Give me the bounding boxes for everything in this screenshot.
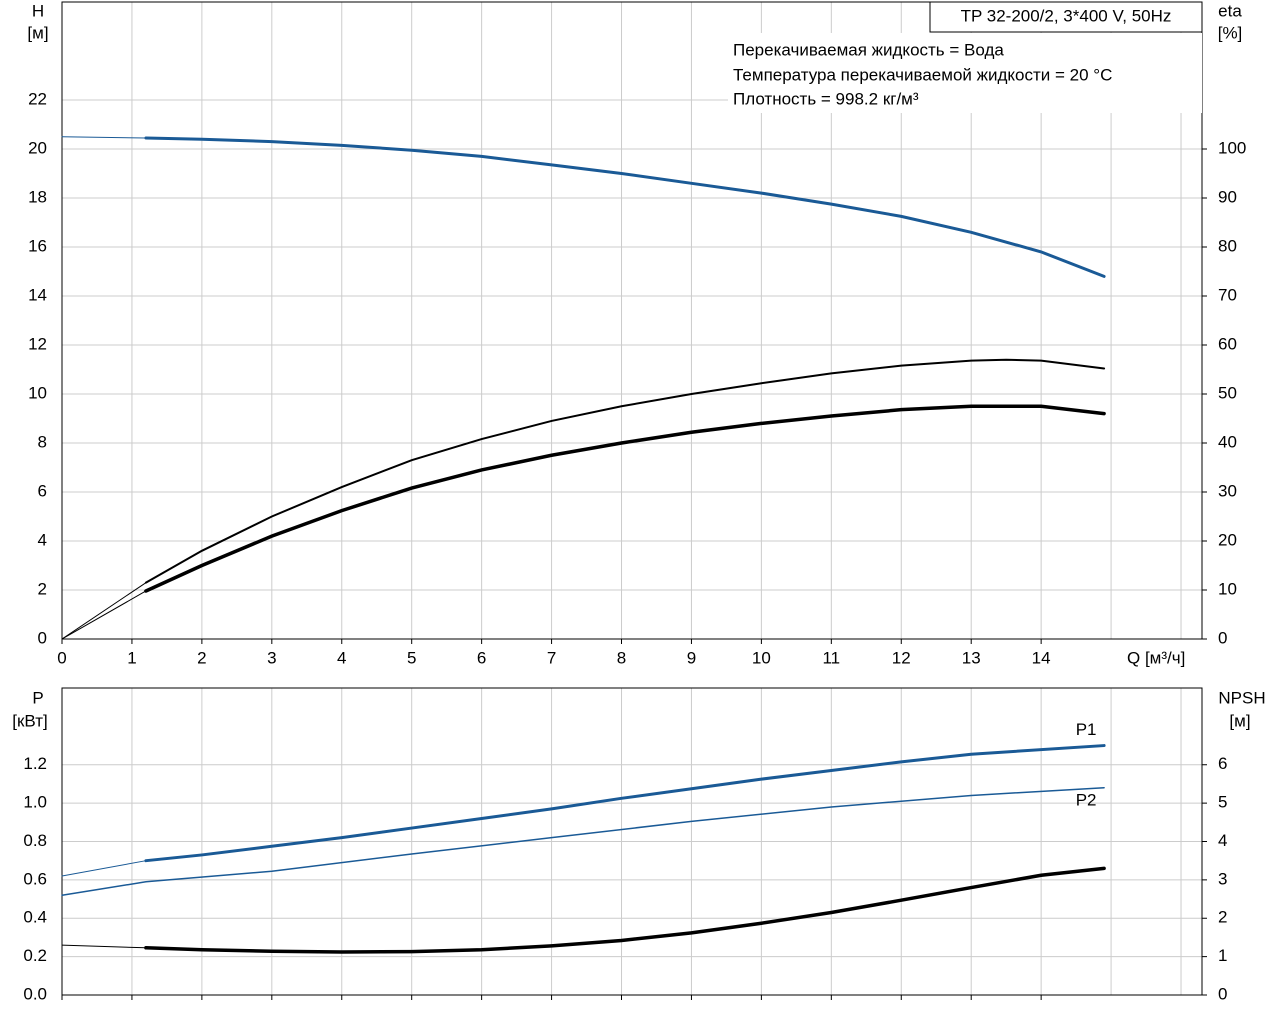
y-tick-label: 10 bbox=[28, 383, 47, 402]
y-tick-label: 6 bbox=[38, 481, 47, 500]
y-axis-label: H bbox=[32, 1, 44, 20]
x-tick-label: 13 bbox=[962, 648, 981, 667]
y2-tick-label: 100 bbox=[1218, 138, 1246, 157]
y2-tick-label: 5 bbox=[1218, 793, 1227, 812]
series-line bbox=[61, 136, 147, 139]
y-tick-label: 20 bbox=[28, 138, 47, 157]
y2-tick-label: 3 bbox=[1218, 869, 1227, 888]
y2-axis-label: eta bbox=[1218, 1, 1242, 20]
x-tick-label: 1 bbox=[127, 648, 136, 667]
y-tick-label: 2 bbox=[38, 579, 47, 598]
x-tick-label: 9 bbox=[687, 648, 696, 667]
y2-axis-unit: [м] bbox=[1229, 711, 1250, 730]
annotation-box bbox=[728, 33, 1202, 113]
y2-tick-label: 20 bbox=[1218, 530, 1237, 549]
y2-tick-label: 4 bbox=[1218, 831, 1227, 850]
x-tick-label: 6 bbox=[477, 648, 486, 667]
chart-title: TP 32-200/2, 3*400 V, 50Hz bbox=[961, 6, 1172, 25]
y-tick-label: 14 bbox=[28, 285, 47, 304]
y2-tick-label: 10 bbox=[1218, 579, 1237, 598]
x-tick-label: 12 bbox=[892, 648, 911, 667]
y2-tick-label: 70 bbox=[1218, 285, 1237, 304]
plot-frame bbox=[61, 1, 1203, 640]
y-tick-label: 12 bbox=[28, 334, 47, 353]
y-tick-label: 18 bbox=[28, 187, 47, 206]
x-tick-label: 14 bbox=[1032, 648, 1051, 667]
series-label: P1 bbox=[1076, 720, 1097, 739]
y-tick-label: 1.0 bbox=[23, 793, 47, 812]
series-line bbox=[144, 404, 1106, 593]
y2-tick-label: 80 bbox=[1218, 236, 1237, 255]
y-tick-label: 8 bbox=[38, 432, 47, 451]
x-axis-label: Q [м³/ч] bbox=[1127, 648, 1185, 667]
x-tick-label: 3 bbox=[267, 648, 276, 667]
annotation: Перекачиваемая жидкость = Вода bbox=[733, 40, 1004, 59]
y-tick-label: 0 bbox=[38, 628, 47, 647]
x-tick-label: 10 bbox=[752, 648, 771, 667]
series-line bbox=[61, 944, 147, 949]
title-box bbox=[929, 1, 1203, 33]
y-tick-label: 0.2 bbox=[23, 946, 47, 965]
y-tick-label: 0.8 bbox=[23, 831, 47, 850]
y2-axis-label: NPSH bbox=[1218, 688, 1265, 707]
y2-tick-label: 2 bbox=[1218, 908, 1227, 927]
series-line bbox=[144, 744, 1106, 863]
y2-tick-label: 1 bbox=[1218, 946, 1227, 965]
y-tick-label: 16 bbox=[28, 236, 47, 255]
series-label: P2 bbox=[1076, 790, 1097, 809]
y2-tick-label: 0 bbox=[1218, 984, 1227, 1003]
y-tick-label: 0.0 bbox=[23, 984, 47, 1003]
y-tick-label: 22 bbox=[28, 89, 47, 108]
series-line bbox=[144, 358, 1106, 584]
y2-tick-label: 50 bbox=[1218, 383, 1237, 402]
annotation: Температура перекачиваемой жидкости = 20… bbox=[733, 65, 1112, 84]
y2-tick-label: 0 bbox=[1218, 628, 1227, 647]
x-tick-label: 11 bbox=[822, 648, 840, 667]
x-tick-label: 4 bbox=[337, 648, 346, 667]
series-line bbox=[144, 866, 1106, 954]
plot-frame bbox=[61, 687, 1203, 996]
y2-tick-label: 90 bbox=[1218, 187, 1237, 206]
y-axis-unit: [кВт] bbox=[12, 711, 47, 730]
y2-tick-label: 6 bbox=[1218, 754, 1227, 773]
x-tick-label: 7 bbox=[547, 648, 556, 667]
y-tick-label: 1.2 bbox=[23, 754, 47, 773]
y2-tick-label: 30 bbox=[1218, 481, 1237, 500]
series-line bbox=[61, 582, 147, 640]
y-axis-unit: [м] bbox=[27, 23, 48, 42]
y2-axis-unit: [%] bbox=[1218, 23, 1243, 42]
series-line bbox=[61, 787, 1105, 896]
x-tick-label: 5 bbox=[407, 648, 416, 667]
y-tick-label: 4 bbox=[38, 530, 47, 549]
y2-tick-label: 60 bbox=[1218, 334, 1237, 353]
series-line bbox=[61, 860, 147, 877]
y-tick-label: 0.6 bbox=[23, 869, 47, 888]
x-tick-label: 2 bbox=[197, 648, 206, 667]
x-tick-label: 0 bbox=[57, 648, 66, 667]
y2-tick-label: 40 bbox=[1218, 432, 1237, 451]
series-line bbox=[144, 136, 1106, 278]
y-axis-label: P bbox=[32, 688, 43, 707]
y-tick-label: 0.4 bbox=[23, 908, 47, 927]
annotation: Плотность = 998.2 кг/м³ bbox=[733, 89, 919, 108]
data-layer: P1 P2 bbox=[61, 136, 1106, 954]
series-line bbox=[61, 590, 147, 640]
x-tick-label: 8 bbox=[617, 648, 626, 667]
